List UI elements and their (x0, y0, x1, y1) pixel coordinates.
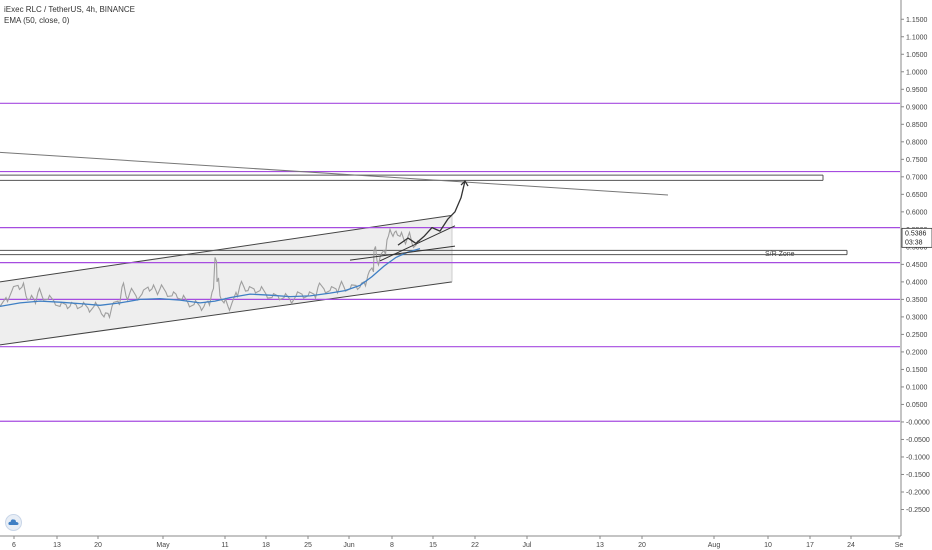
y-tick-label: -0.1500 (906, 472, 930, 479)
y-tick-label: 0.5000 (906, 244, 928, 251)
x-tick-label: 25 (304, 542, 312, 549)
x-tick-label: May (156, 542, 170, 549)
y-tick-label: 1.1000 (906, 34, 928, 41)
projection-path (397, 180, 466, 246)
x-tick-label: 22 (471, 542, 479, 549)
y-tick-label: 0.8000 (906, 139, 928, 146)
horizontal-levels: S/R Zone (0, 102, 900, 422)
x-tick-label: 13 (53, 542, 61, 549)
y-tick-label: -0.2500 (906, 507, 930, 514)
cloud-icon (8, 519, 19, 525)
channel-fill (0, 215, 452, 345)
x-tick-label: Jun (343, 542, 354, 549)
x-tick-label: Se (895, 542, 904, 549)
support-trendline (379, 225, 456, 262)
x-tick-label: 11 (221, 542, 228, 549)
current-price-tag (901, 227, 932, 248)
y-tick-label: 0.8500 (906, 122, 928, 129)
x-tick-label: 20 (638, 542, 646, 549)
y-tick-label: 0.3000 (906, 314, 928, 321)
descending-trendline (0, 151, 669, 196)
chart-legend: iExec RLC / TetherUS, 4h, BINANCE EMA (5… (4, 4, 135, 26)
y-tick-label: 0.1500 (906, 367, 928, 374)
series (0, 227, 421, 320)
x-tick-label: 10 (764, 542, 772, 549)
channel-upper-line (0, 214, 453, 283)
y-tick-label: -0.2000 (906, 489, 930, 496)
projection-arrowhead (460, 179, 469, 187)
countdown-label: 03:38 (905, 239, 923, 246)
y-tick-label: -0.1000 (906, 454, 930, 461)
channel (0, 214, 453, 346)
y-tick-label: 1.1500 (906, 17, 928, 24)
y-tick-label: 0.6500 (906, 192, 928, 199)
y-tick-label: 0.7500 (906, 157, 928, 164)
current-price-label: 0.5386 (905, 230, 927, 237)
y-tick-label: 0.4000 (906, 279, 928, 286)
x-tick-label: Aug (708, 542, 721, 549)
x-tick-label: 17 (806, 542, 814, 549)
x-tick-label: 18 (262, 542, 270, 549)
y-tick-label: 0.6000 (906, 209, 928, 216)
y-tick-label: 1.0500 (906, 52, 928, 59)
price-axis-bg (901, 0, 932, 550)
y-tick-label: 0.9500 (906, 87, 928, 94)
price-series-line (0, 227, 421, 320)
y-tick-label: 0.7000 (906, 174, 928, 181)
x-tick-label: 8 (390, 542, 394, 549)
indicator-label: EMA (50, close, 0) (4, 16, 70, 25)
tradingview-logo[interactable] (5, 514, 22, 531)
y-tick-label: 0.2000 (906, 349, 928, 356)
symbol-title: iExec RLC / TetherUS, 4h, BINANCE (4, 5, 136, 14)
x-tick-label: 13 (596, 542, 604, 549)
x-tick-label: 15 (429, 542, 437, 549)
ema-series-line (0, 247, 421, 308)
x-tick-label: 6 (12, 542, 16, 549)
x-tick-label: Jul (523, 542, 532, 549)
support-trendline (349, 245, 456, 261)
y-tick-label: 0.0500 (906, 402, 928, 409)
y-tick-label: 1.0000 (906, 69, 928, 76)
y-tick-label: -0.0000 (906, 419, 930, 426)
x-tick-label: 20 (94, 542, 102, 549)
channel-lower-line (0, 281, 453, 346)
y-tick-label: 0.1000 (906, 384, 928, 391)
y-tick-label: 0.4500 (906, 262, 928, 269)
drawings (0, 151, 669, 262)
y-tick-label: 0.3500 (906, 297, 928, 304)
y-tick-label: 0.9000 (906, 104, 928, 111)
y-tick-label: -0.0500 (906, 437, 930, 444)
sr-zone-label: S/R Zone (765, 251, 795, 258)
y-tick-label: 0.2500 (906, 332, 928, 339)
x-tick-label: 24 (847, 542, 855, 549)
